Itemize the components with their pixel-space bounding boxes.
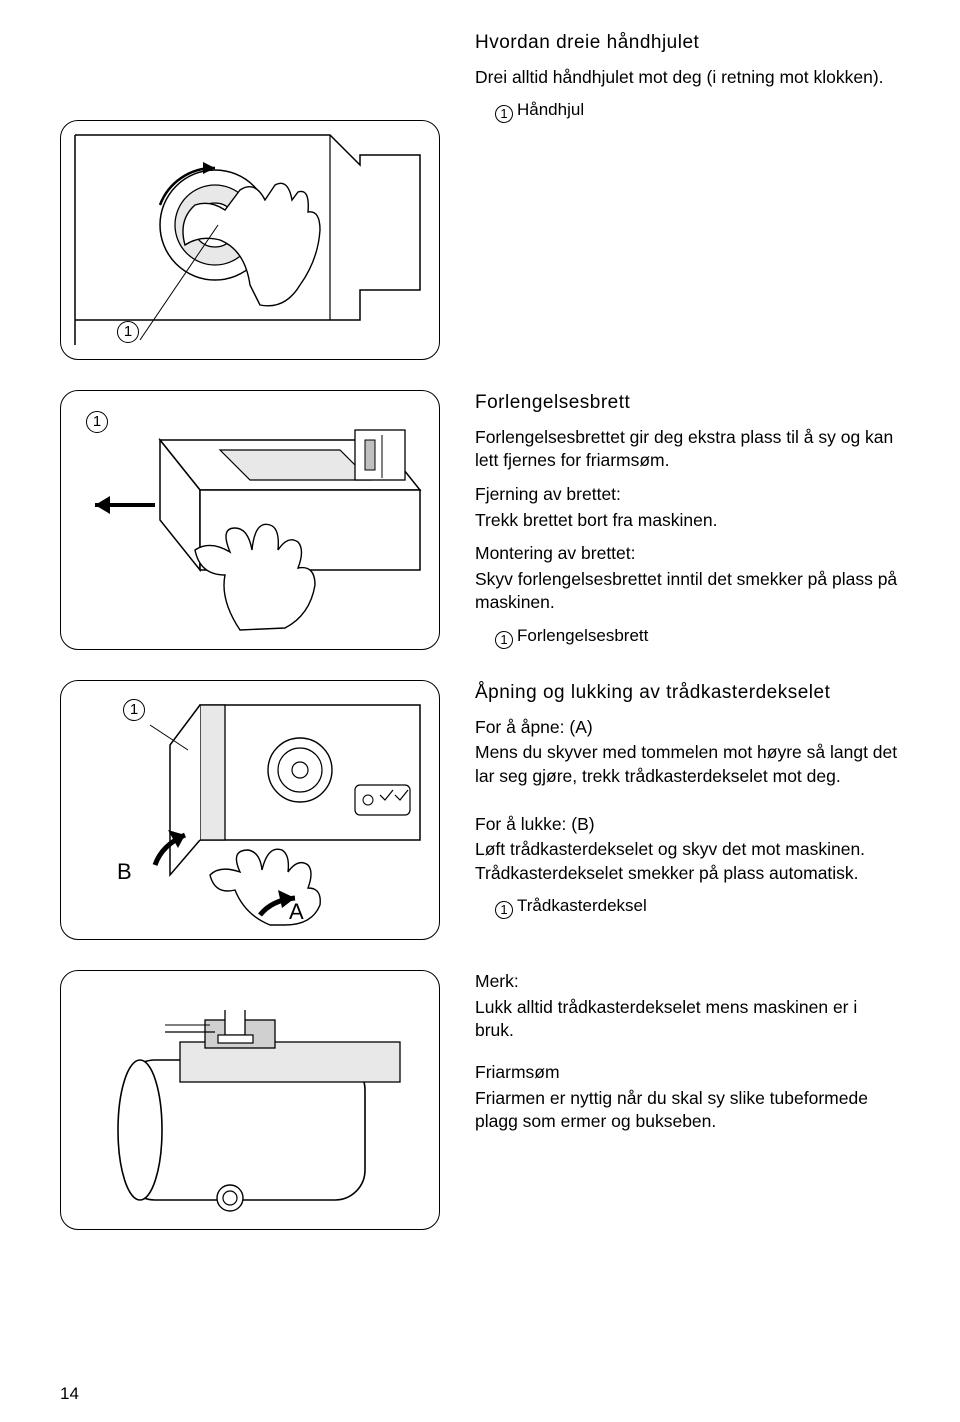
section-cover: 1 B A Åpning og lukking av trådkasterdek… xyxy=(60,680,900,940)
label-a: A xyxy=(289,899,304,925)
legend-text-1: Håndhjul xyxy=(517,100,584,119)
label-b: B xyxy=(117,859,132,885)
legend-num-3: 1 xyxy=(495,901,513,919)
section-handwheel: 1 Hvordan dreie håndhjulet Drei alltid h… xyxy=(60,30,900,360)
legend-text-2: Forlengelsesbrett xyxy=(517,626,648,645)
body-2a: Forlengelsesbrettet gir deg ekstra plass… xyxy=(475,426,900,473)
open-body: Mens du skyver med tommelen mot høyre så… xyxy=(475,741,900,788)
section-freearm: Merk: Lukk alltid trådkasterdekselet men… xyxy=(60,970,900,1230)
heading-2: Forlengelsesbrett xyxy=(475,390,900,416)
extension-svg xyxy=(70,400,430,640)
sub-2b-body: Skyv forlengelsesbrettet inntil det smek… xyxy=(475,568,900,615)
heading-1: Hvordan dreie håndhjulet xyxy=(475,30,900,56)
legend-num-2: 1 xyxy=(495,631,513,649)
close-body1: Løft trådkasterdekselet og skyv det mot … xyxy=(475,838,900,862)
freearm-body: Friarmen er nyttig når du skal sy slike … xyxy=(475,1087,900,1134)
illustration-freearm xyxy=(60,970,440,1230)
text-freearm: Merk: Lukk alltid trådkasterdekselet men… xyxy=(440,970,900,1144)
freearm-svg xyxy=(70,980,430,1220)
callout-2: 1 xyxy=(86,411,108,433)
close-body2: Trådkasterdekselet smekker på plass auto… xyxy=(475,862,900,886)
page-number: 14 xyxy=(60,1384,79,1404)
note-body: Lukk alltid trådkasterdekselet mens mask… xyxy=(475,996,900,1043)
legend-1: 1Håndhjul xyxy=(495,99,900,123)
handwheel-svg xyxy=(70,130,430,350)
heading-3: Åpning og lukking av trådkasterdekselet xyxy=(475,680,900,706)
illustration-cover: 1 B A xyxy=(60,680,440,940)
section-extension: 1 Forlengelsesbrett Forlengelsesbrettet … xyxy=(60,390,900,650)
callout-1: 1 xyxy=(117,321,139,343)
sub-2b: Montering av brettet: xyxy=(475,542,900,566)
body-1: Drei alltid håndhjulet mot deg (i retnin… xyxy=(475,66,900,90)
legend-3: 1Trådkasterdeksel xyxy=(495,895,900,919)
open-label: For å åpne: (A) xyxy=(475,716,900,740)
text-cover: Åpning og lukking av trådkasterdekselet … xyxy=(440,680,900,919)
legend-text-3: Trådkasterdeksel xyxy=(517,896,647,915)
sub-2a-body: Trekk brettet bort fra maskinen. xyxy=(475,509,900,533)
cover-svg xyxy=(70,690,430,930)
close-label: For å lukke: (B) xyxy=(475,813,900,837)
note-label: Merk: xyxy=(475,970,900,994)
illustration-handwheel: 1 xyxy=(60,120,440,360)
text-extension: Forlengelsesbrett Forlengelsesbrettet gi… xyxy=(440,390,900,649)
illustration-extension: 1 xyxy=(60,390,440,650)
legend-2: 1Forlengelsesbrett xyxy=(495,625,900,649)
callout-3: 1 xyxy=(123,699,145,721)
text-handwheel: Hvordan dreie håndhjulet Drei alltid hån… xyxy=(440,30,900,123)
legend-num-1: 1 xyxy=(495,105,513,123)
sub-2a: Fjerning av brettet: xyxy=(475,483,900,507)
freearm-sub: Friarmsøm xyxy=(475,1061,900,1085)
